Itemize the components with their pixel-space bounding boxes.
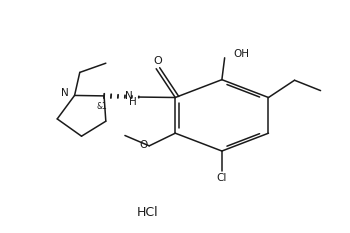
Text: N: N xyxy=(125,91,133,101)
Text: Cl: Cl xyxy=(217,172,227,182)
Text: H: H xyxy=(129,97,137,107)
Text: OH: OH xyxy=(233,49,249,59)
Text: &1: &1 xyxy=(97,102,108,111)
Text: HCl: HCl xyxy=(136,206,158,219)
Text: O: O xyxy=(139,140,147,150)
Text: O: O xyxy=(154,56,162,66)
Text: N: N xyxy=(61,88,68,98)
